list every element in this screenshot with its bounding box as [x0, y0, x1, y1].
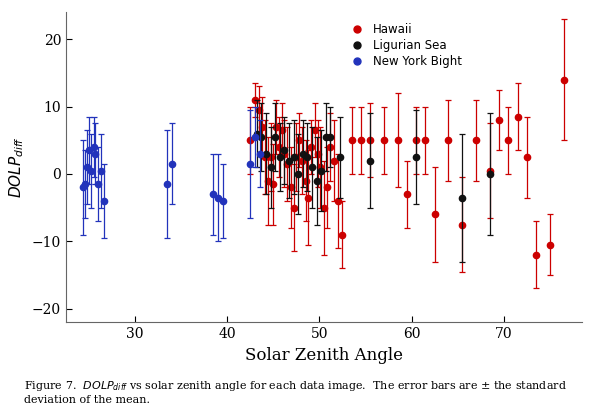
Y-axis label: $DOLP_{diff}$: $DOLP_{diff}$: [8, 136, 26, 198]
Legend: Hawaii, Ligurian Sea, New York Bight: Hawaii, Ligurian Sea, New York Bight: [340, 18, 467, 73]
Text: Figure 7.  $DOLP_{diff}$ vs solar zenith angle for each data image.  The error b: Figure 7. $DOLP_{diff}$ vs solar zenith …: [24, 379, 567, 405]
X-axis label: Solar Zenith Angle: Solar Zenith Angle: [245, 347, 403, 363]
